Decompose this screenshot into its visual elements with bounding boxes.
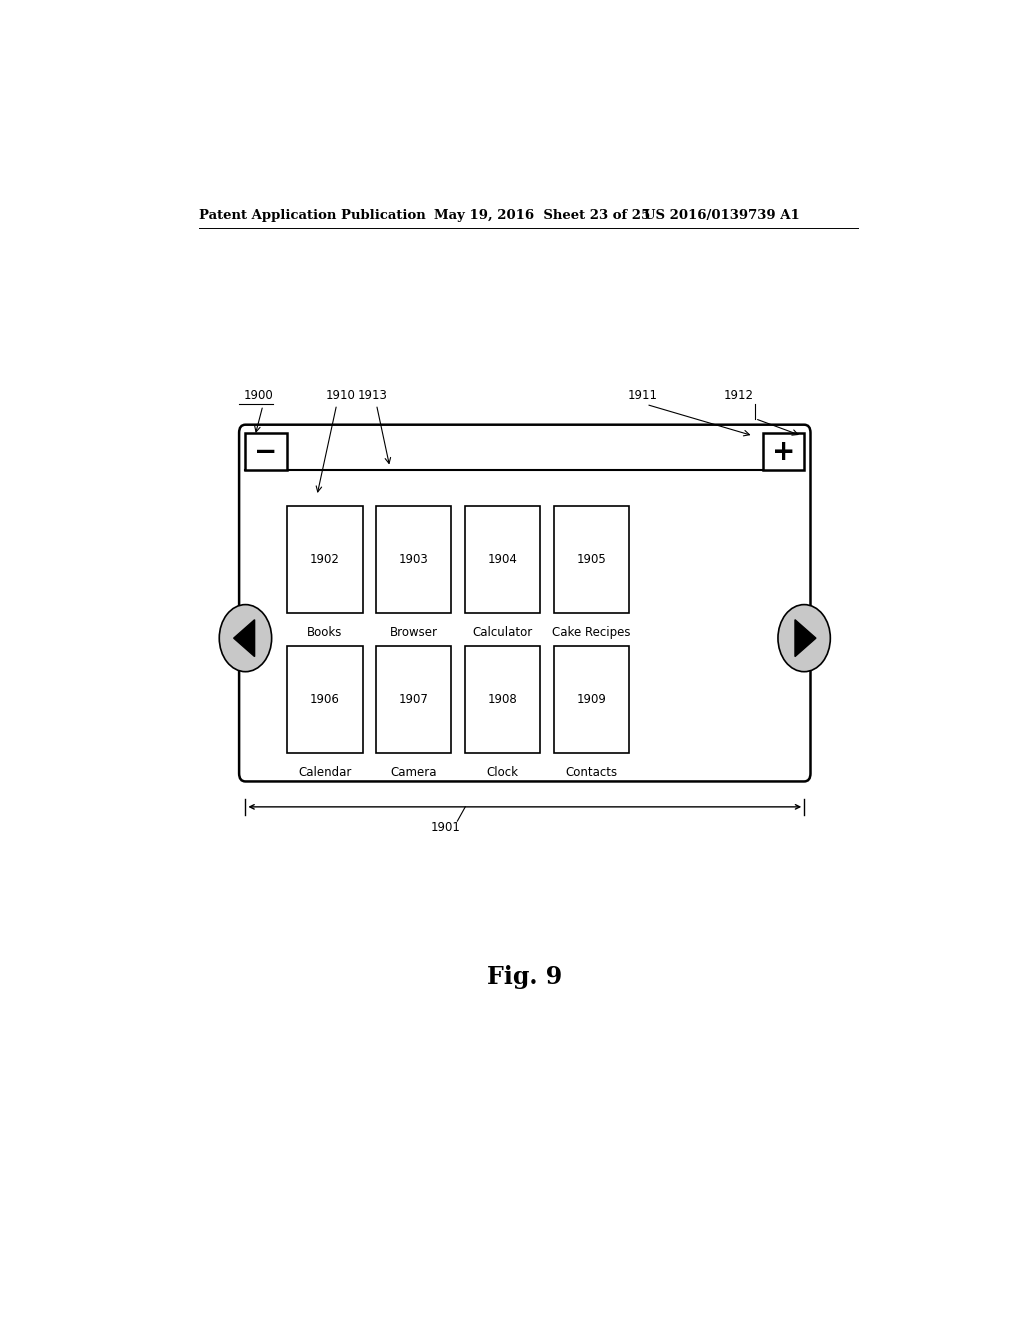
Text: Fig. 9: Fig. 9 bbox=[487, 965, 562, 989]
Text: −: − bbox=[254, 438, 278, 466]
Text: 1909: 1909 bbox=[577, 693, 606, 706]
Text: 1906: 1906 bbox=[310, 693, 340, 706]
Text: Patent Application Publication: Patent Application Publication bbox=[200, 209, 426, 222]
Bar bbox=[465, 506, 541, 612]
Bar bbox=[246, 433, 287, 470]
Text: Calendar: Calendar bbox=[298, 766, 351, 779]
Circle shape bbox=[778, 605, 830, 672]
Text: 1913: 1913 bbox=[357, 389, 387, 403]
Text: 1900: 1900 bbox=[244, 389, 273, 403]
FancyBboxPatch shape bbox=[239, 425, 811, 781]
Bar bbox=[287, 506, 362, 612]
Bar bbox=[554, 506, 629, 612]
Text: US 2016/0139739 A1: US 2016/0139739 A1 bbox=[644, 209, 800, 222]
Text: 1904: 1904 bbox=[487, 553, 517, 566]
Text: Books: Books bbox=[307, 626, 342, 639]
Text: 1901: 1901 bbox=[430, 821, 461, 834]
Text: Clock: Clock bbox=[486, 766, 518, 779]
Polygon shape bbox=[233, 619, 255, 656]
Text: Browser: Browser bbox=[390, 626, 437, 639]
Text: 1911: 1911 bbox=[628, 389, 657, 403]
Circle shape bbox=[219, 605, 271, 672]
Text: 1902: 1902 bbox=[310, 553, 340, 566]
Text: 1905: 1905 bbox=[577, 553, 606, 566]
Bar bbox=[376, 647, 452, 752]
Text: May 19, 2016  Sheet 23 of 25: May 19, 2016 Sheet 23 of 25 bbox=[433, 209, 650, 222]
Text: Camera: Camera bbox=[390, 766, 437, 779]
Bar bbox=[554, 647, 629, 752]
Bar bbox=[376, 506, 452, 612]
Text: 1912: 1912 bbox=[724, 389, 754, 403]
Text: 1907: 1907 bbox=[398, 693, 429, 706]
Polygon shape bbox=[795, 619, 816, 656]
Bar bbox=[763, 433, 804, 470]
Text: 1903: 1903 bbox=[398, 553, 429, 566]
Text: +: + bbox=[772, 438, 796, 466]
Bar bbox=[465, 647, 541, 752]
Text: Calculator: Calculator bbox=[472, 626, 532, 639]
Text: 1910: 1910 bbox=[326, 389, 355, 403]
Text: Contacts: Contacts bbox=[565, 766, 617, 779]
Bar bbox=[287, 647, 362, 752]
Text: 1908: 1908 bbox=[487, 693, 517, 706]
Text: Cake Recipes: Cake Recipes bbox=[552, 626, 631, 639]
